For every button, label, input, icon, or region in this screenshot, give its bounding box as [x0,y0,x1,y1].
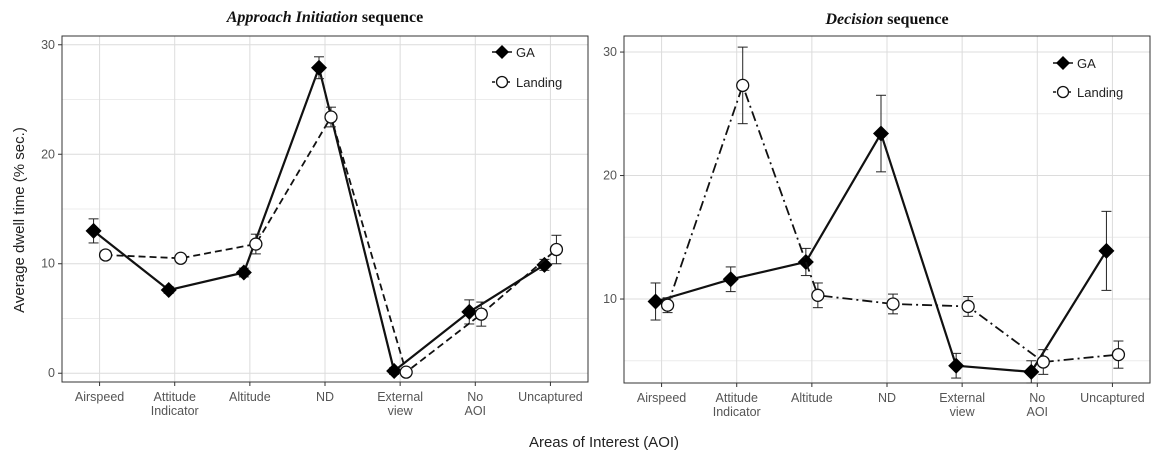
legend-marker [495,45,509,59]
x-tick-label-line: view [950,405,976,419]
chart-title-italic: Decision [824,11,883,28]
data-point-landing [961,299,975,314]
legend-marker [1056,56,1070,70]
x-tick-label-line: ND [878,391,896,405]
y-tick-label: 20 [41,147,55,161]
x-tick-label-line: No [1029,391,1045,405]
chart-panel-approach-initiation: Approach Initiation sequence 0 10 20 30 Airsp… [41,9,589,418]
x-tick-label-line: Uncaptured [1080,391,1145,405]
x-tick-label: No AOI [465,390,487,418]
y-tick-label: 30 [603,45,617,59]
data-point-ga [722,271,739,288]
x-tick-label-line: Attitude [154,390,196,404]
x-tick-label-line: External [377,390,423,404]
data-point-ga [235,264,252,281]
data-point-ga [647,293,664,310]
data-point-ga [1098,242,1115,259]
data-point-ga [160,282,177,299]
data-point-landing [549,242,564,257]
data-point-ga [1023,363,1040,380]
x-tick-label-line: AOI [1027,405,1049,419]
x-tick-label: Uncaptured [1080,391,1145,405]
data-point-ga [948,357,965,374]
x-tick-label-line: Airspeed [637,391,686,405]
plot-border [61,35,589,383]
data-point-landing [399,365,413,379]
data-point-landing [324,110,338,124]
chart-title-italic: Approach Initiation [226,9,358,26]
legend-label: Landing [516,75,562,90]
data-point-ga [536,256,553,273]
legend-label: GA [1077,56,1096,71]
x-tick-label: No AOI [1027,391,1049,419]
legend: GA Landing [492,45,562,90]
x-tick-label-line: view [388,404,414,418]
legend-label: GA [516,45,535,60]
x-tick-label-line: Altitude [229,390,271,404]
legend-marker [1056,85,1070,99]
x-axis-title: Areas of Interest (AOI) [529,434,679,451]
x-tick-label: Altitude [791,391,833,405]
data-point-ga [461,303,478,320]
legend: GA Landing [1053,56,1123,100]
data-point-ga [85,222,102,239]
data-point-landing [886,297,900,311]
x-tick-label: Attitude Indicator [713,391,761,419]
data-point-landing [811,288,825,302]
chart-title-rest: sequence [883,11,948,28]
data-point-landing [1036,355,1050,369]
y-axis-title: Average dwell time (% sec.) [11,127,28,313]
x-tick-label: Attitude Indicator [151,390,199,418]
plot-border [623,35,1151,384]
data-point-landing [736,78,750,93]
x-tick-label: Altitude [229,390,271,404]
chart-panel-decision: Decision sequence 10 20 30 Airspeed Attitude I… [603,11,1151,419]
data-point-ga [386,363,403,380]
x-tick-label-line: Altitude [791,391,833,405]
x-tick-label: External view [377,390,423,418]
x-tick-label: External view [939,391,985,419]
y-tick-label: 20 [603,169,617,183]
x-tick-label: Airspeed [75,390,124,404]
y-tick-label: 30 [41,38,55,52]
data-point-landing [1111,347,1126,362]
x-tick-label: Uncaptured [518,390,583,404]
x-tick-label: Airspeed [637,391,686,405]
data-point-landing [660,298,675,312]
x-tick-label: ND [878,391,896,405]
legend-marker [495,75,509,89]
x-tick-label-line: AOI [465,404,487,418]
y-tick-label: 10 [603,292,617,306]
chart-title: Decision sequence [824,11,948,28]
data-point-landing [249,237,263,251]
data-point-landing [474,307,488,321]
chart-title: Approach Initiation sequence [226,9,423,26]
y-tick-label: 10 [41,257,55,271]
x-tick-label-line: Indicator [151,404,199,418]
chart-title-rest: sequence [358,9,423,26]
data-point-ga [311,59,327,76]
x-tick-label-line: External [939,391,985,405]
data-point-ga [797,253,814,270]
x-tick-label-line: No [467,390,483,404]
x-tick-label-line: Airspeed [75,390,124,404]
data-point-landing [174,251,188,265]
x-tick-label-line: ND [316,390,334,404]
y-tick-label: 0 [48,366,55,380]
x-tick-label-line: Attitude [716,391,758,405]
data-point-ga [873,125,889,142]
data-point-landing [98,248,113,262]
x-tick-label-line: Uncaptured [518,390,583,404]
x-tick-label-line: Indicator [713,405,761,419]
x-tick-label: ND [316,390,334,404]
legend-label: Landing [1077,85,1123,100]
